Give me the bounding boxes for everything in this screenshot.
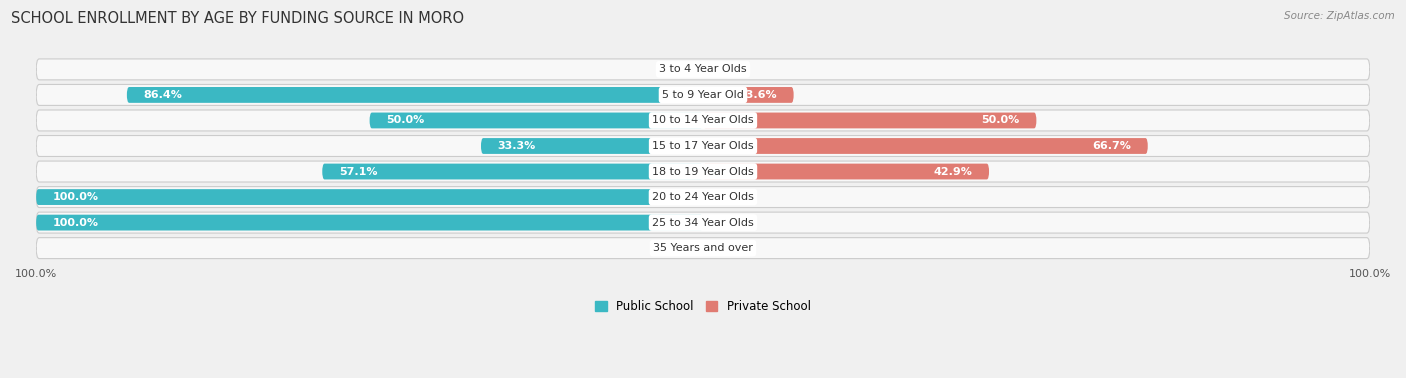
FancyBboxPatch shape bbox=[322, 164, 703, 180]
FancyBboxPatch shape bbox=[37, 59, 1369, 80]
FancyBboxPatch shape bbox=[703, 113, 1036, 129]
FancyBboxPatch shape bbox=[703, 138, 1147, 154]
FancyBboxPatch shape bbox=[37, 136, 1369, 156]
FancyBboxPatch shape bbox=[37, 110, 1369, 131]
FancyBboxPatch shape bbox=[481, 138, 703, 154]
Text: 66.7%: 66.7% bbox=[1092, 141, 1132, 151]
Text: 0.0%: 0.0% bbox=[713, 243, 741, 253]
Text: 0.0%: 0.0% bbox=[665, 64, 693, 74]
FancyBboxPatch shape bbox=[37, 161, 1369, 182]
Text: 3 to 4 Year Olds: 3 to 4 Year Olds bbox=[659, 64, 747, 74]
Text: 5 to 9 Year Old: 5 to 9 Year Old bbox=[662, 90, 744, 100]
Legend: Public School, Private School: Public School, Private School bbox=[591, 296, 815, 318]
Text: 42.9%: 42.9% bbox=[934, 167, 973, 177]
Text: 13.6%: 13.6% bbox=[738, 90, 778, 100]
Text: 35 Years and over: 35 Years and over bbox=[652, 243, 754, 253]
Text: 0.0%: 0.0% bbox=[713, 64, 741, 74]
Text: 0.0%: 0.0% bbox=[665, 243, 693, 253]
Text: SCHOOL ENROLLMENT BY AGE BY FUNDING SOURCE IN MORO: SCHOOL ENROLLMENT BY AGE BY FUNDING SOUR… bbox=[11, 11, 464, 26]
FancyBboxPatch shape bbox=[703, 87, 794, 103]
Text: 33.3%: 33.3% bbox=[498, 141, 536, 151]
Text: 20 to 24 Year Olds: 20 to 24 Year Olds bbox=[652, 192, 754, 202]
Text: 100.0%: 100.0% bbox=[53, 192, 98, 202]
Text: 15 to 17 Year Olds: 15 to 17 Year Olds bbox=[652, 141, 754, 151]
Text: 10 to 14 Year Olds: 10 to 14 Year Olds bbox=[652, 115, 754, 125]
FancyBboxPatch shape bbox=[127, 87, 703, 103]
FancyBboxPatch shape bbox=[37, 189, 703, 205]
Text: 0.0%: 0.0% bbox=[713, 218, 741, 228]
FancyBboxPatch shape bbox=[37, 238, 1369, 259]
Text: 18 to 19 Year Olds: 18 to 19 Year Olds bbox=[652, 167, 754, 177]
Text: 57.1%: 57.1% bbox=[339, 167, 377, 177]
FancyBboxPatch shape bbox=[37, 187, 1369, 208]
FancyBboxPatch shape bbox=[37, 212, 1369, 233]
Text: 100.0%: 100.0% bbox=[53, 218, 98, 228]
Text: Source: ZipAtlas.com: Source: ZipAtlas.com bbox=[1284, 11, 1395, 21]
Text: 0.0%: 0.0% bbox=[713, 192, 741, 202]
FancyBboxPatch shape bbox=[370, 113, 703, 129]
FancyBboxPatch shape bbox=[37, 84, 1369, 105]
Text: 50.0%: 50.0% bbox=[981, 115, 1019, 125]
FancyBboxPatch shape bbox=[37, 215, 703, 231]
Text: 50.0%: 50.0% bbox=[387, 115, 425, 125]
FancyBboxPatch shape bbox=[703, 164, 988, 180]
Text: 25 to 34 Year Olds: 25 to 34 Year Olds bbox=[652, 218, 754, 228]
Text: 86.4%: 86.4% bbox=[143, 90, 183, 100]
